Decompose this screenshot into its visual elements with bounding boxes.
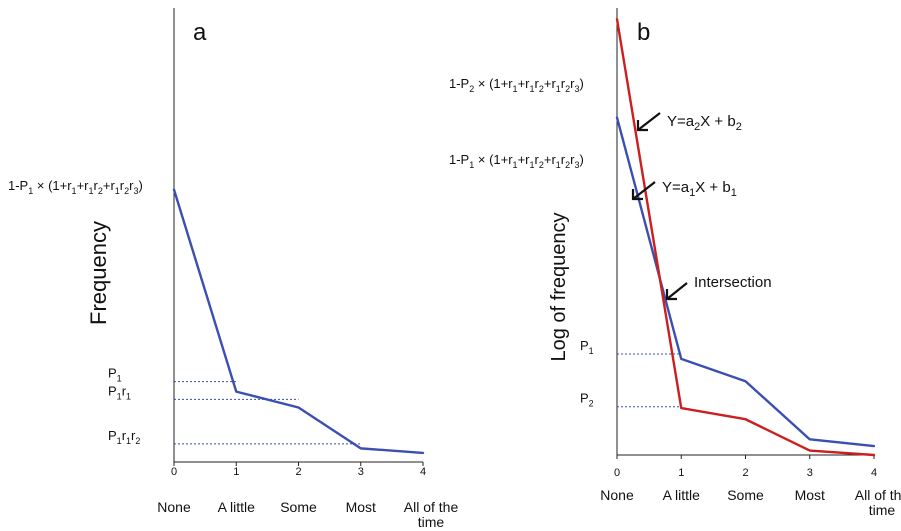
- panel-a-guide-lines: [174, 381, 361, 445]
- panel-a-level-label: P1: [108, 366, 122, 384]
- panel-a-y-axis-label: Frequency: [86, 221, 111, 325]
- panel-a-x-ticks: [173, 462, 424, 466]
- annotation-eq2: Y=a2X + b2: [636, 112, 742, 133]
- panel-b-x-tick-label: 1: [678, 467, 684, 479]
- arrow-eq1-shaft: [632, 181, 656, 200]
- arrow-intersection-head: [665, 289, 677, 301]
- panel-b-category-label: A little: [663, 487, 701, 503]
- panel-b-formula-p1: 1-P1 × (1+r1+r1r2+r1r2r3): [449, 152, 584, 170]
- panel-b-guide-lines: [617, 353, 682, 408]
- panel-b-category-label: Most: [795, 487, 825, 503]
- annotation-eq1: Y=a1X + b1: [631, 179, 737, 201]
- arrow-eq1-head: [631, 189, 643, 201]
- panel-a-x-tick-label: 3: [358, 466, 364, 478]
- panel-b-y-axis-label: Log of frequency: [548, 213, 570, 362]
- panel-a-category-label: All of the time: [404, 499, 459, 530]
- panel-b-series: [615, 17, 876, 457]
- panel-b-level-label: P2: [580, 391, 594, 409]
- annotation-eq2-label: Y=a2X + b2: [667, 113, 742, 133]
- panel-b-category-label: Some: [727, 487, 764, 503]
- panel-b-formula-p2: 1-P2 × (1+r1+r1r2+r1r2r3): [449, 76, 584, 94]
- panel-a-x-tick-label: 4: [420, 466, 426, 478]
- panel-a-level-label: P1r1r2: [108, 428, 140, 446]
- panel-a-category-labels: None A little Some Most All of the time: [157, 499, 458, 530]
- panel-a: a 0 1 2 3 4 None A little Some Most All of the ti…: [8, 8, 458, 530]
- panel-a-level-label: P1r1: [108, 383, 131, 401]
- arrow-eq2-shaft: [637, 112, 661, 131]
- panel-a-x-tick-label: 0: [171, 466, 177, 478]
- panel-b-letter: b: [637, 19, 650, 46]
- annotation-eq1-label: Y=a1X + b1: [662, 179, 737, 199]
- panel-b-category-label: None: [600, 487, 634, 503]
- arrow-intersection-shaft: [666, 282, 688, 300]
- annotation-intersection: Intersection: [665, 274, 772, 301]
- panel-a-series: [172, 188, 425, 455]
- panel-a-category-label: None: [157, 499, 191, 515]
- panel-b-series-2-line: [615, 17, 876, 457]
- panel-b-x-tick-label: 4: [871, 467, 877, 479]
- panel-a-category-label: Some: [280, 499, 317, 515]
- panel-b: b 0 1 2 3 4 None A little Some Most All of theti…: [449, 8, 901, 518]
- panel-a-series-1-line: [172, 188, 425, 455]
- panel-b-x-tick-labels: 0 1 2 3 4: [614, 467, 877, 479]
- panel-b-level-label: P1: [580, 338, 594, 356]
- panel-b-x-tick-label: 2: [742, 467, 748, 479]
- panel-b-x-tick-label: 3: [807, 467, 813, 479]
- panel-b-level-labels: P1 P2: [580, 338, 594, 409]
- arrow-eq2-head: [636, 120, 648, 132]
- panel-a-x-tick-label: 1: [233, 466, 239, 478]
- panel-a-letter: a: [193, 19, 207, 46]
- panel-b-x-tick-label: 0: [614, 467, 620, 479]
- panel-a-x-tick-labels: 0 1 2 3 4: [171, 466, 426, 478]
- panel-a-category-label: Most: [346, 499, 376, 515]
- panel-a-x-tick-label: 2: [295, 466, 301, 478]
- panel-a-intercept-label: 1-P1 × (1+r1+r1r2+r1r2r3): [8, 178, 143, 196]
- panel-b-x-ticks: [616, 455, 875, 459]
- annotation-intersection-label: Intersection: [694, 274, 772, 291]
- panel-a-category-label: A little: [218, 499, 256, 515]
